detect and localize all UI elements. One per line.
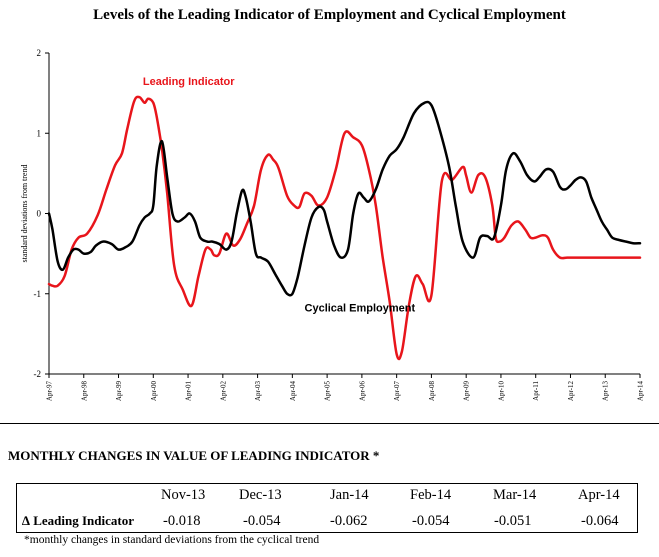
series-line-leading-indicator [47, 95, 642, 361]
x-tick-label: Apr-97 [46, 381, 54, 402]
section-divider [0, 423, 659, 424]
x-tick-label: Apr-08 [428, 381, 436, 402]
column-header: Jan-14 [330, 487, 369, 503]
x-tick-label: Apr-13 [602, 381, 610, 402]
x-tick-label: Apr-14 [637, 381, 645, 402]
column-header: Feb-14 [410, 487, 452, 503]
x-tick-label: Apr-11 [532, 381, 540, 401]
x-tick-label: Apr-01 [185, 381, 193, 402]
x-tick-label: Apr-03 [254, 381, 262, 402]
x-tick-label: Apr-05 [324, 381, 332, 402]
column-header: Apr-14 [578, 487, 620, 503]
column-header: Dec-13 [239, 487, 282, 503]
change-value: -0.064 [581, 513, 619, 529]
monthly-changes-table: ∆ Leading Indicator Nov-13 Dec-13 Jan-14… [16, 483, 638, 533]
y-tick-label: 0 [37, 209, 42, 219]
change-value: -0.062 [330, 513, 368, 529]
column-header: Nov-13 [161, 487, 206, 503]
change-value: -0.054 [412, 513, 450, 529]
y-axis-label: standard deviations from trend [20, 165, 29, 263]
x-tick-label: Apr-98 [80, 381, 88, 402]
x-tick-label: Apr-06 [358, 381, 366, 402]
series-label-leading-indicator: Leading Indicator [143, 76, 235, 88]
change-value: -0.054 [243, 513, 281, 529]
x-tick-label: Apr-99 [115, 381, 123, 402]
x-tick-label: Apr-07 [393, 381, 401, 402]
x-tick-label: Apr-10 [497, 381, 505, 402]
x-tick-label: Apr-02 [219, 381, 227, 402]
y-tick-label: 1 [37, 128, 42, 138]
column-header: Mar-14 [493, 487, 537, 503]
y-tick-label: -1 [34, 289, 42, 299]
x-tick-label: Apr-00 [150, 381, 158, 402]
chart-area: 2 1 0 -1 -2 standard deviations from trend Apr… [20, 48, 645, 402]
chart-title: Levels of the Leading Indicator of Emplo… [93, 7, 566, 23]
table-heading: MONTHLY CHANGES IN VALUE OF LEADING INDI… [8, 448, 380, 463]
series-label-cyclical-employment: Cyclical Employment [305, 302, 416, 314]
x-tick-label: Apr-12 [567, 381, 575, 402]
x-tick-label: Apr-09 [463, 381, 471, 402]
x-tick-label: Apr-04 [289, 381, 297, 402]
change-value: -0.018 [163, 513, 201, 529]
y-tick-label: -2 [34, 369, 42, 379]
footnote: *monthly changes in standard deviations … [24, 534, 320, 546]
row-label: ∆ Leading Indicator [22, 513, 134, 528]
series-line-cyclical-employment [47, 100, 642, 297]
y-tick-label: 2 [37, 48, 42, 58]
change-value: -0.051 [494, 513, 532, 529]
